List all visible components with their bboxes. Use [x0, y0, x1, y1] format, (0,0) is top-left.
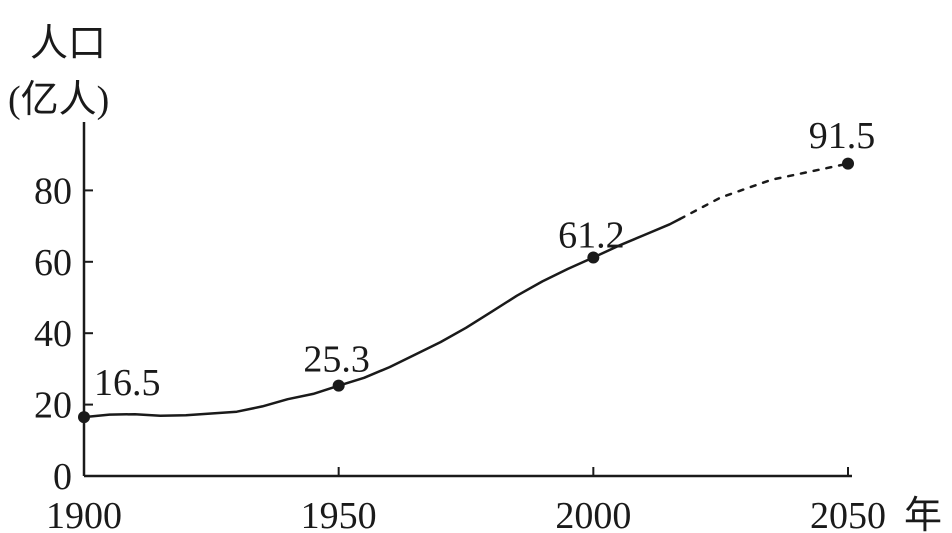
y-axis-title-line2: (亿人): [8, 79, 109, 121]
x-tick-label: 1950: [301, 495, 377, 533]
y-tick-label: 0: [53, 456, 72, 498]
y-tick-label: 60: [34, 242, 72, 284]
y-tick-label: 40: [34, 313, 72, 355]
y-ticks: 0 20 40 60 80: [34, 170, 93, 498]
x-tick-label: 2050: [810, 495, 886, 533]
x-axis-title: 年: [904, 495, 942, 533]
y-axis-title-line1: 人口: [30, 23, 106, 65]
x-tick-label: 1900: [46, 495, 122, 533]
y-tick-label: 20: [34, 385, 72, 427]
data-point: [587, 251, 600, 264]
y-tick-label: 80: [34, 170, 72, 212]
data-point: [78, 411, 90, 424]
data-label: 16.5: [94, 362, 161, 404]
data-point: [842, 157, 854, 170]
x-tick-label: 2000: [555, 495, 631, 533]
series-layer: [82, 162, 850, 419]
data-point: [332, 379, 345, 392]
data-label: 91.5: [809, 115, 876, 157]
points-layer: 16.5 25.3 61.2 91.5: [78, 115, 876, 424]
data-label: 61.2: [558, 215, 625, 257]
data-label: 25.3: [303, 339, 370, 381]
x-ticks: 1900 1950 2000 2050: [46, 467, 886, 533]
projected-population-line: [678, 162, 850, 221]
